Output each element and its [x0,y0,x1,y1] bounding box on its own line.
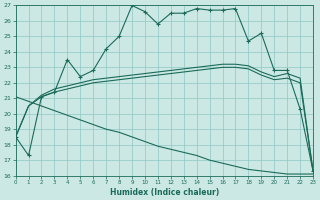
X-axis label: Humidex (Indice chaleur): Humidex (Indice chaleur) [110,188,219,197]
